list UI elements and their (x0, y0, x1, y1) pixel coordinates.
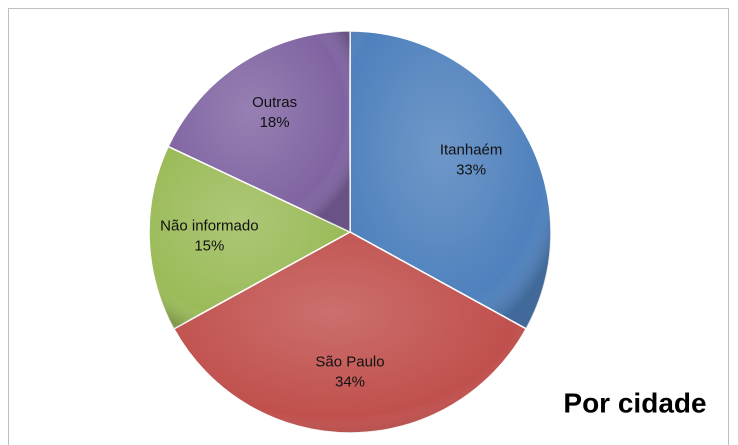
slice-label: Não informado (160, 217, 258, 234)
slice-label: São Paulo (315, 354, 384, 371)
slice-label: Outras (252, 94, 297, 111)
slice-label: Itanhaém (440, 141, 503, 158)
slice-value-label: 33% (456, 161, 486, 178)
chart-title: Por cidade (563, 387, 706, 418)
slice-value-label: 34% (335, 374, 365, 391)
slice-value-label: 18% (260, 114, 290, 131)
slice-value-label: 15% (194, 237, 224, 254)
